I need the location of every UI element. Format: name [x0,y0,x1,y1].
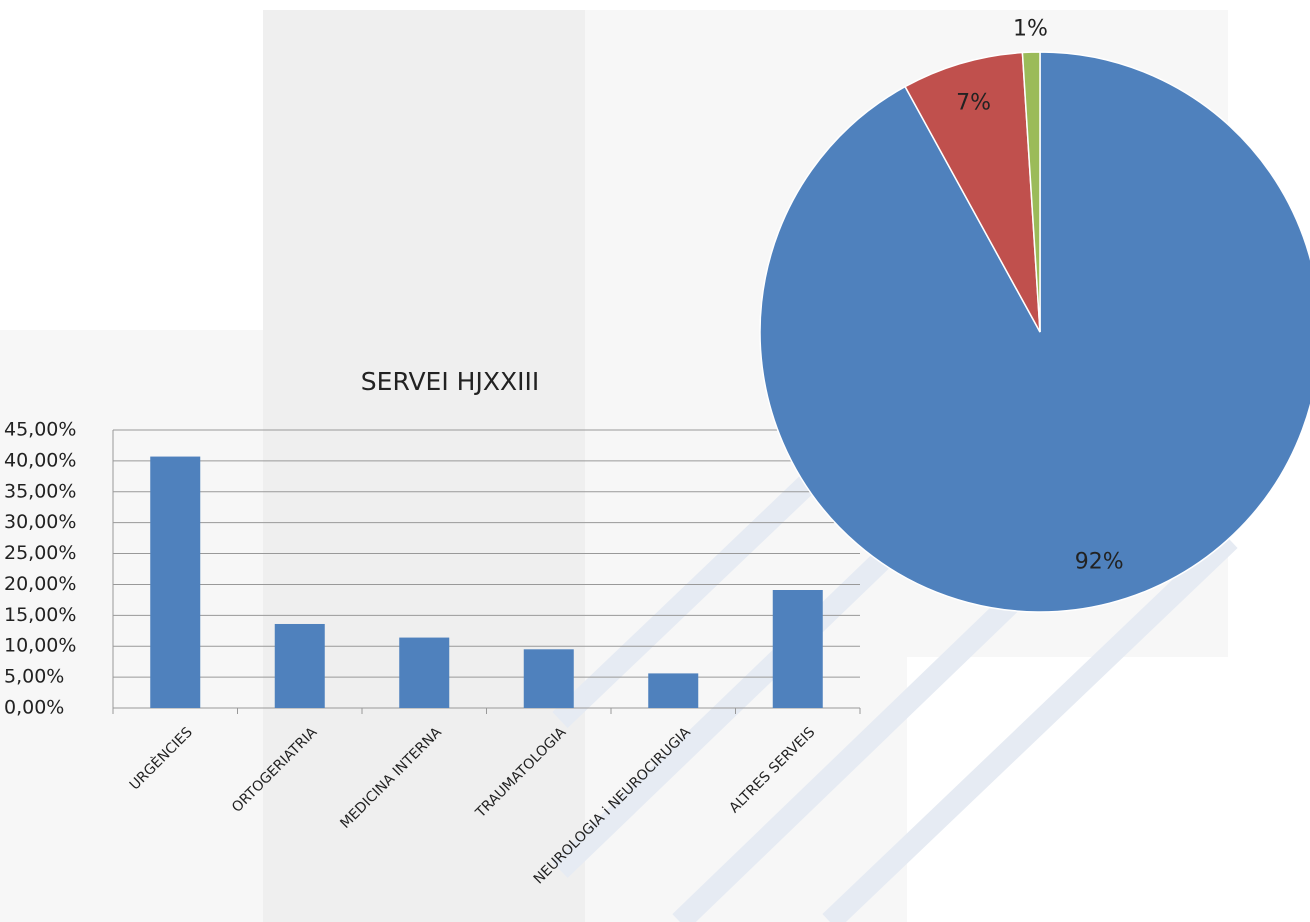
panel [0,330,263,922]
pie-slice [904,51,1041,333]
bar [523,649,574,708]
bar [648,673,699,708]
bar [399,637,450,708]
data-label: 92% [1075,550,1124,575]
bar [274,623,325,708]
stripe [822,532,1238,922]
data-label: 1% [1013,17,1048,42]
y-tick-label: 30,00% [4,511,76,533]
pie-slice [759,51,1310,613]
y-tick-label: 45,00% [4,419,76,441]
bar [150,456,201,708]
panel [263,10,585,922]
bar [772,590,823,708]
y-tick-label: 25,00% [4,542,76,564]
y-tick-label: 20,00% [4,573,76,595]
y-tick-label: 5,00% [4,666,64,688]
y-tick-label: 0,00% [4,697,64,719]
data-label: 7% [956,90,991,115]
y-tick-label: 10,00% [4,635,76,657]
chart-title: SERVEI HJXXIII [361,367,539,396]
y-tick-label: 35,00% [4,480,76,502]
y-tick-label: 15,00% [4,604,76,626]
y-tick-label: 40,00% [4,449,76,471]
pie-slice [1021,51,1041,333]
